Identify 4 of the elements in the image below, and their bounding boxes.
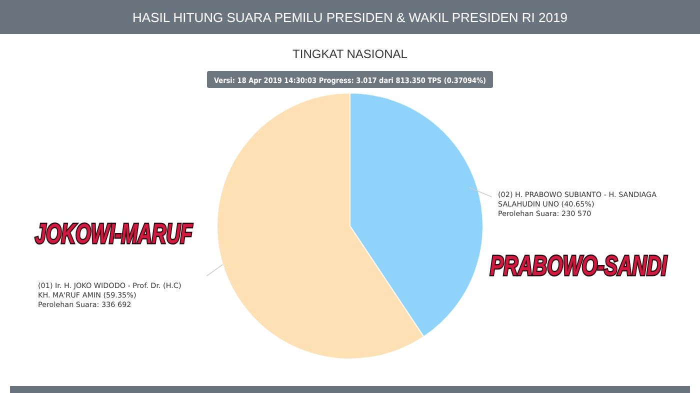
text: JOKOWI-MARUF [35, 218, 194, 250]
chart-title: HASIL HITUNG SUARA PEMILU PRESIDEN & WAKIL PRESIDEN RI 2019 [132, 10, 568, 25]
chart-subtitle: TINGKAT NASIONAL [292, 47, 408, 61]
text: PRABOWO-SANDI [490, 251, 668, 282]
